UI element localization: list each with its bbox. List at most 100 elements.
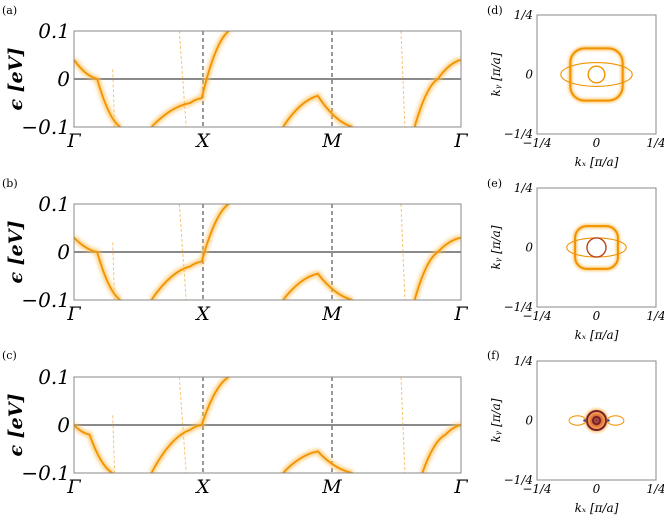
fs-x-tick-label: 0 bbox=[593, 309, 601, 323]
fs-x-tick-label: −1/4 bbox=[522, 482, 551, 496]
fermi-contour-circle bbox=[585, 409, 608, 432]
fs-x-tick-label: 1/4 bbox=[646, 309, 664, 323]
y-axis-label: ϵ [eV] bbox=[5, 393, 27, 456]
panel-label-d: (d) bbox=[487, 4, 503, 17]
band-glow bbox=[74, 422, 115, 473]
y-tick-label: 0.1 bbox=[38, 19, 70, 43]
fs-y-tick-label: 1/4 bbox=[514, 181, 533, 195]
fs-axes-frame bbox=[536, 14, 657, 135]
band-plot-a: 0.1 0 −0.1 ϵ [eV] Γ X M Γ bbox=[5, 19, 468, 152]
band-line bbox=[74, 424, 114, 473]
fs-x-tick-label: 0 bbox=[593, 482, 601, 496]
fs-y-axis-label: kᵧ [π/a] bbox=[489, 52, 503, 96]
fs-y-tick-label: −1/4 bbox=[504, 473, 533, 487]
fs-y-tick-label: 0 bbox=[525, 241, 533, 255]
x-tick-label: X bbox=[194, 476, 211, 498]
fermi-contour-circle bbox=[591, 415, 602, 426]
x-tick-label: M bbox=[321, 130, 342, 152]
fs-x-tick-label: −1/4 bbox=[522, 136, 551, 150]
x-tick-label: Γ bbox=[66, 130, 81, 152]
panel-label-f: (f) bbox=[487, 349, 500, 362]
band-glow bbox=[411, 56, 461, 127]
band-plot-c: 0.1 0 −0.1 ϵ [eV] Γ X M Γ bbox=[5, 365, 468, 498]
band-line bbox=[413, 236, 461, 300]
fs-y-tick-label: −1/4 bbox=[504, 127, 533, 141]
y-tick-label: 0.1 bbox=[38, 365, 70, 389]
fs-y-tick-label: 1/4 bbox=[514, 8, 533, 22]
fermi-contour-square bbox=[569, 47, 624, 102]
shadow-band bbox=[178, 204, 187, 300]
shadow-band bbox=[400, 377, 406, 473]
fs-y-tick-label: 0 bbox=[525, 68, 533, 82]
fs-axes-frame bbox=[536, 187, 657, 308]
shadow-band bbox=[400, 31, 406, 127]
fermi-contour-circle bbox=[586, 237, 607, 258]
band-line bbox=[74, 236, 121, 300]
x-tick-label: Γ bbox=[453, 303, 468, 325]
y-tick-label: 0 bbox=[57, 413, 70, 437]
panel-label-e: (e) bbox=[487, 177, 502, 190]
y-axis-label: ϵ [eV] bbox=[5, 220, 27, 283]
fs-x-tick-label: 1/4 bbox=[646, 482, 664, 496]
fermi-surface-d: −1/4 0 1/4 1/4 0 −1/4 kₓ [π/a] kᵧ [π/a] bbox=[489, 8, 664, 169]
shadow-band bbox=[178, 31, 187, 127]
y-tick-label: 0.1 bbox=[38, 192, 70, 216]
panel-label-c: (c) bbox=[2, 349, 17, 362]
x-tick-label: Γ bbox=[66, 476, 81, 498]
band-line bbox=[282, 272, 353, 300]
fermi-surface-e: −1/4 0 1/4 1/4 0 −1/4 kₓ [π/a] kᵧ [π/a] bbox=[489, 181, 664, 342]
y-tick-label: 0 bbox=[57, 67, 70, 91]
shadow-band bbox=[400, 204, 406, 300]
x-tick-label: M bbox=[321, 303, 342, 325]
panel-label-a: (a) bbox=[2, 4, 17, 17]
fermi-contour-ellipse bbox=[560, 62, 633, 87]
fs-y-axis-label: kᵧ [π/a] bbox=[489, 225, 503, 269]
fermi-surface-f: −1/4 0 1/4 1/4 0 −1/4 kₓ [π/a] kᵧ [π/a] bbox=[489, 354, 664, 515]
band-line bbox=[413, 58, 461, 127]
y-tick-label: −0.1 bbox=[21, 461, 70, 485]
x-tick-label: M bbox=[321, 476, 342, 498]
fs-y-tick-label: 1/4 bbox=[514, 354, 533, 368]
band-line bbox=[150, 204, 230, 300]
fs-y-axis-label: kᵧ [π/a] bbox=[489, 398, 503, 442]
fs-x-tick-label: −1/4 bbox=[522, 309, 551, 323]
panel-label-b: (b) bbox=[2, 177, 18, 190]
band-glow bbox=[411, 234, 461, 300]
fermi-contour-glow bbox=[567, 45, 626, 104]
y-tick-label: −0.1 bbox=[21, 115, 70, 139]
band-axes-frame bbox=[73, 30, 462, 128]
y-tick-label: −0.1 bbox=[21, 288, 70, 312]
band-line bbox=[150, 31, 230, 127]
fermi-contour-lobe bbox=[606, 415, 625, 426]
fs-y-tick-label: 0 bbox=[525, 414, 533, 428]
x-tick-label: X bbox=[194, 130, 211, 152]
fermi-contour-circle bbox=[587, 65, 606, 84]
fs-x-axis-label: kₓ [π/a] bbox=[575, 155, 619, 169]
band-line bbox=[150, 377, 230, 473]
shadow-band bbox=[178, 377, 187, 473]
x-tick-label: Γ bbox=[453, 130, 468, 152]
band-axes-frame bbox=[73, 376, 462, 474]
band-line bbox=[282, 94, 353, 127]
fermi-contour-square bbox=[574, 225, 619, 270]
fs-axes-frame bbox=[536, 360, 657, 481]
fs-x-tick-label: 1/4 bbox=[646, 136, 664, 150]
band-line bbox=[421, 424, 461, 473]
band-glow bbox=[74, 58, 123, 127]
x-tick-label: X bbox=[194, 303, 211, 325]
fs-x-tick-label: 0 bbox=[593, 136, 601, 150]
fs-x-axis-label: kₓ [π/a] bbox=[575, 501, 619, 515]
band-line bbox=[74, 59, 121, 127]
fs-x-axis-label: kₓ [π/a] bbox=[575, 328, 619, 342]
band-line bbox=[282, 450, 353, 473]
band-glow bbox=[419, 422, 461, 473]
y-axis-label: ϵ [eV] bbox=[5, 47, 27, 110]
x-tick-label: Γ bbox=[66, 303, 81, 325]
fs-y-tick-label: −1/4 bbox=[504, 300, 533, 314]
band-plot-b: 0.1 0 −0.1 ϵ [eV] Γ X M Γ bbox=[5, 192, 468, 325]
band-axes-frame bbox=[73, 203, 462, 301]
y-tick-label: 0 bbox=[57, 240, 70, 264]
fermi-contour-glow bbox=[572, 223, 621, 272]
x-tick-label: Γ bbox=[453, 476, 468, 498]
